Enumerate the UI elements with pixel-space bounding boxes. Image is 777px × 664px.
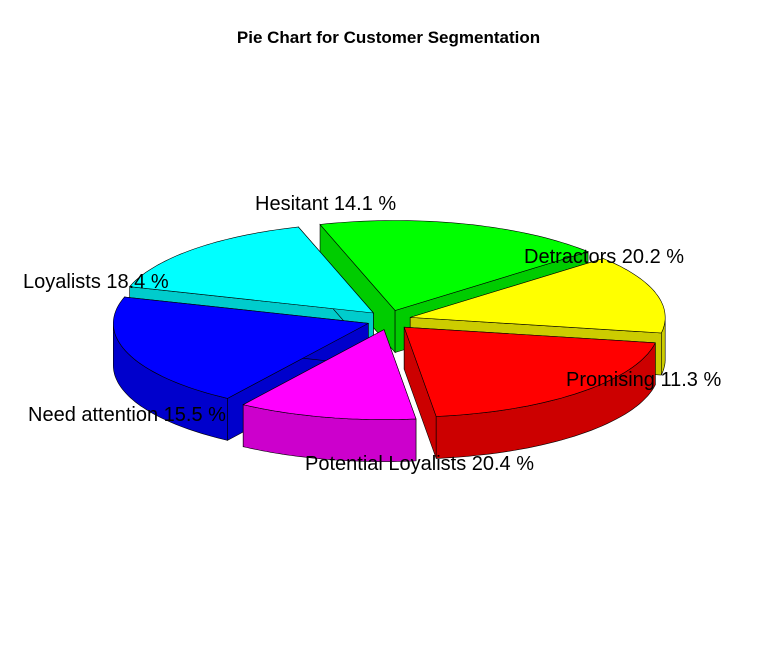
slice-label-hesitant: Hesitant 14.1 % [255, 193, 396, 215]
slice-loyalists [319, 220, 589, 311]
slice-potential-loyalists [112, 296, 370, 399]
slice-detractors [403, 326, 656, 417]
slice-need-attention [128, 226, 375, 314]
slice-label-potential-loyalists: Potential Loyalists 20.4 % [305, 453, 534, 475]
slice-label-loyalists: Loyalists 18.4 % [23, 271, 169, 293]
slice-promising [242, 329, 417, 420]
slice-label-detractors: Detractors 20.2 % [524, 246, 684, 268]
chart-title: Pie Chart for Customer Segmentation [236, 28, 541, 47]
slice-label-promising: Promising 11.3 % [566, 369, 721, 391]
slice-hesitant [410, 258, 666, 334]
slice-label-need-attention: Need attention 15.5 % [28, 404, 226, 426]
